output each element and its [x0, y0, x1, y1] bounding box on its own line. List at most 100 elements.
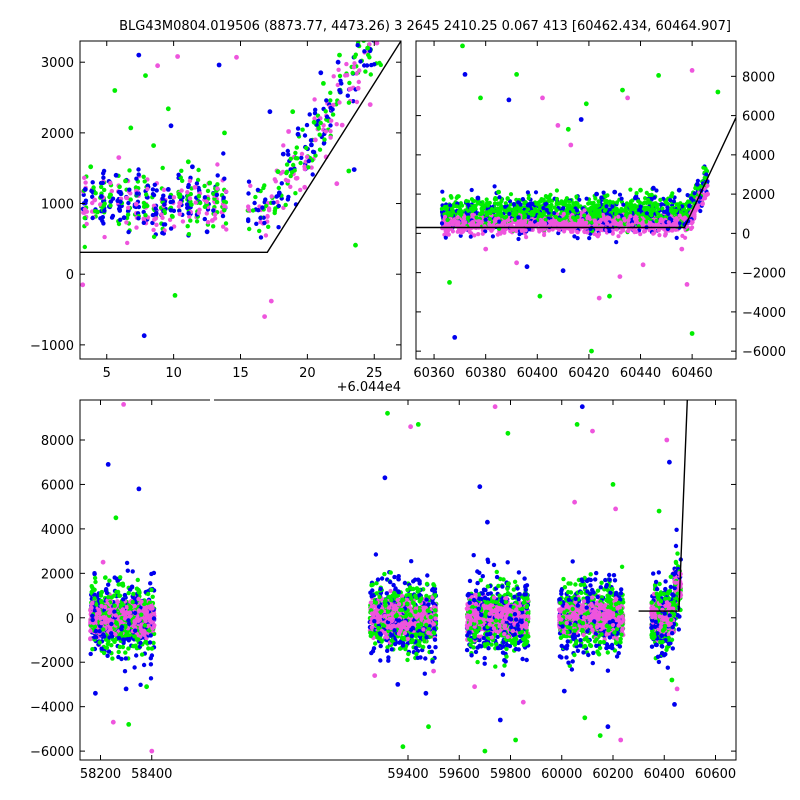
y-tick-label: −6000: [742, 345, 786, 360]
data-point: [541, 205, 546, 211]
data-point: [439, 206, 444, 211]
data-point: [478, 219, 483, 224]
data-point: [328, 135, 333, 140]
data-point: [118, 575, 123, 580]
data-point: [357, 68, 362, 73]
data-point: [222, 130, 227, 136]
data-point: [101, 175, 106, 180]
data-point: [324, 98, 329, 103]
data-point: [515, 206, 520, 211]
data-point: [211, 208, 216, 213]
data-point: [335, 59, 341, 65]
data-point: [584, 196, 589, 201]
data-point: [195, 177, 201, 183]
data-point: [122, 592, 128, 598]
data-point: [151, 640, 156, 646]
data-point: [633, 195, 638, 201]
data-point: [492, 184, 497, 189]
data-point: [603, 194, 608, 199]
data-point: [644, 211, 650, 216]
data-point: [302, 166, 307, 172]
data-point: [337, 73, 343, 79]
data-point: [376, 11, 380, 15]
data-point: [321, 123, 326, 128]
data-point: [602, 208, 608, 213]
data-point: [148, 581, 153, 586]
data-point: [637, 207, 642, 212]
data-point: [523, 200, 528, 205]
plot-area: [80, 11, 401, 339]
data-point: [302, 133, 308, 138]
data-point: [323, 109, 328, 114]
data-point: [215, 173, 220, 178]
data-point: [119, 624, 125, 630]
data-point: [234, 54, 239, 60]
data-point: [524, 235, 529, 240]
data-point: [324, 114, 330, 120]
data-point: [148, 633, 153, 638]
data-point: [124, 220, 129, 225]
data-point: [155, 63, 161, 69]
data-point: [211, 191, 216, 196]
data-point: [443, 235, 448, 240]
data-point: [109, 595, 114, 600]
data-point: [258, 235, 264, 240]
data-point: [596, 232, 602, 237]
data-point: [448, 194, 453, 199]
data-point: [491, 208, 496, 213]
data-point: [196, 193, 202, 199]
data-point: [97, 629, 102, 634]
data-point: [90, 194, 95, 199]
data-point: [674, 235, 679, 240]
data-point: [638, 187, 643, 193]
data-point: [554, 196, 560, 202]
data-point: [592, 223, 597, 228]
data-point: [286, 152, 291, 157]
data-point: [118, 631, 124, 636]
data-point: [360, 36, 364, 40]
data-point: [445, 217, 450, 223]
data-point: [334, 122, 339, 127]
data-point: [312, 97, 317, 102]
data-point: [121, 637, 126, 642]
data-point: [161, 222, 166, 227]
data-point: [307, 112, 312, 117]
data-point: [125, 212, 131, 217]
data-point: [309, 165, 314, 170]
data-point: [687, 203, 692, 209]
data-point: [132, 634, 137, 639]
y-tick-label: 1000: [41, 198, 74, 213]
data-point: [284, 170, 289, 176]
data-point: [643, 228, 648, 234]
data-point: [116, 582, 121, 587]
data-point: [99, 646, 104, 651]
data-point: [511, 212, 516, 217]
data-point: [198, 200, 203, 206]
data-point: [536, 200, 541, 205]
data-point: [222, 208, 227, 213]
data-point: [659, 202, 664, 207]
data-point: [543, 217, 548, 222]
data-point: [316, 126, 321, 131]
data-point: [142, 179, 147, 184]
data-point: [132, 610, 138, 616]
data-point: [283, 177, 289, 183]
data-point: [108, 180, 113, 186]
data-point: [440, 189, 445, 194]
data-point: [82, 207, 88, 212]
data-point: [703, 166, 708, 171]
data-point: [607, 293, 612, 299]
data-point: [92, 575, 98, 581]
data-point: [130, 569, 135, 574]
data-point: [221, 199, 227, 204]
peak-season-panel: 60360 60380 60400 60420 60440 60460−6000−4000…: [413, 40, 786, 381]
data-point: [107, 578, 112, 583]
data-point: [592, 218, 597, 223]
data-point: [692, 212, 697, 217]
data-point: [141, 662, 147, 668]
point-cloud: [80, 11, 383, 250]
data-point: [455, 215, 460, 220]
data-point: [632, 203, 638, 208]
data-point: [214, 192, 219, 198]
